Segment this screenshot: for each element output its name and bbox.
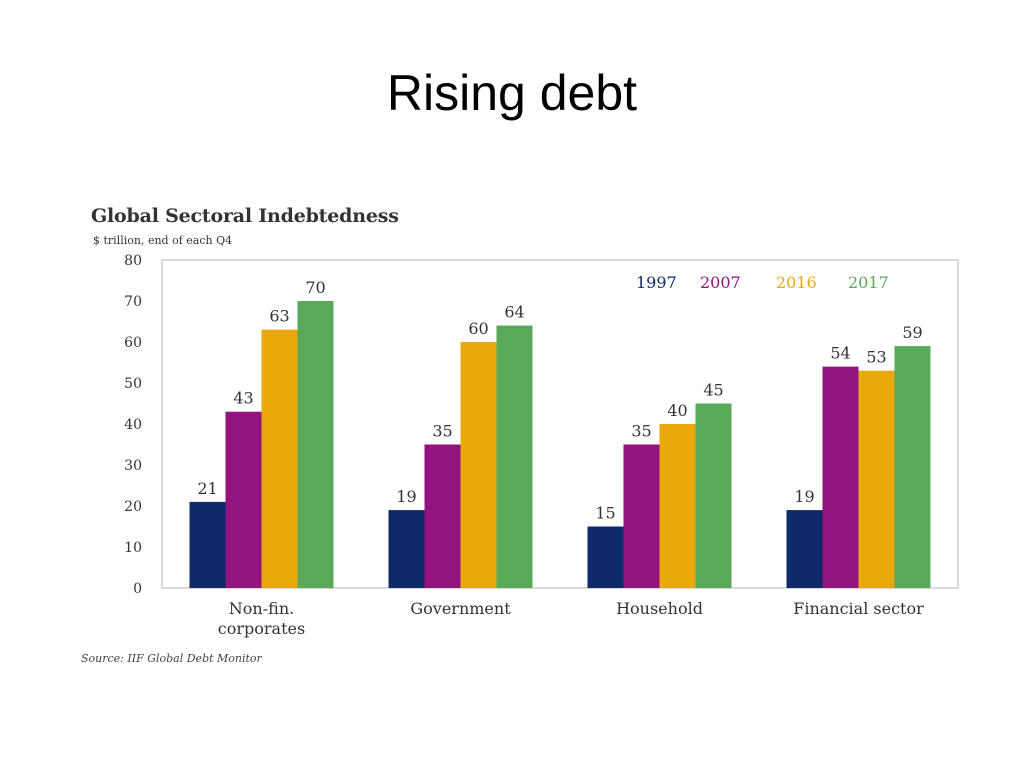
y-tick-label: 40 <box>124 417 142 433</box>
legend-item: 1997 <box>636 273 677 292</box>
data-label: 19 <box>396 487 416 506</box>
bar <box>894 346 931 588</box>
data-label: 40 <box>667 401 687 420</box>
bar <box>858 370 895 588</box>
x-tick-label: Government <box>410 599 511 618</box>
data-label: 59 <box>902 323 922 342</box>
bar <box>225 411 262 588</box>
y-tick-label: 70 <box>124 294 142 310</box>
data-label: 43 <box>233 389 253 408</box>
data-label: 21 <box>197 479 217 498</box>
data-label: 19 <box>794 487 814 506</box>
data-label: 35 <box>432 422 452 441</box>
bar <box>189 501 226 588</box>
data-label: 53 <box>866 348 886 367</box>
data-label: 63 <box>269 307 289 326</box>
bar <box>623 444 660 588</box>
bar <box>822 366 859 588</box>
bar <box>460 342 497 588</box>
data-label: 60 <box>468 319 488 338</box>
bar <box>659 424 696 588</box>
data-label: 15 <box>595 504 615 523</box>
y-tick-label: 10 <box>124 540 142 556</box>
bar <box>496 325 533 588</box>
legend-item: 2016 <box>776 273 817 292</box>
x-tick-label: Non-fin. <box>229 599 294 618</box>
bar <box>424 444 461 588</box>
plot-frame <box>161 259 959 589</box>
legend-item: 2017 <box>848 273 889 292</box>
slide-title: Rising debt <box>386 65 638 121</box>
y-tick-label: 50 <box>124 376 142 392</box>
chart-subtitle: $ trillion, end of each Q4 <box>93 234 233 247</box>
x-tick-label: Financial sector <box>793 599 924 618</box>
x-tick-label: corporates <box>218 619 305 638</box>
legend-item: 2007 <box>700 273 741 292</box>
bar <box>786 510 823 588</box>
chart-source: Source: IIF Global Debt Monitor <box>81 652 262 665</box>
y-tick-label: 20 <box>124 499 142 515</box>
y-tick-label: 60 <box>124 335 142 351</box>
x-tick-label: Household <box>616 599 703 618</box>
data-label: 64 <box>504 303 524 322</box>
bar <box>695 403 732 588</box>
chart-title: Global Sectoral Indebtedness <box>91 205 399 227</box>
data-label: 35 <box>631 422 651 441</box>
data-label: 54 <box>830 344 850 363</box>
bar <box>297 301 334 588</box>
y-tick-label: 80 <box>124 253 142 269</box>
bar <box>388 510 425 588</box>
bar <box>261 329 298 588</box>
data-label: 70 <box>305 278 325 297</box>
bar <box>587 526 624 588</box>
y-tick-label: 30 <box>124 458 142 474</box>
y-tick-label: 0 <box>133 581 142 597</box>
data-label: 45 <box>703 381 723 400</box>
